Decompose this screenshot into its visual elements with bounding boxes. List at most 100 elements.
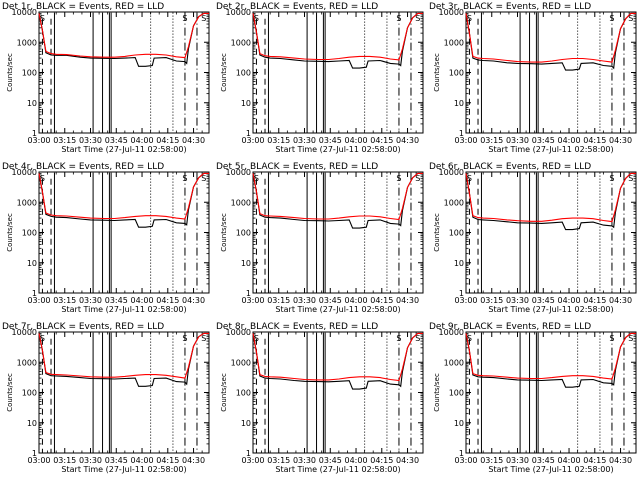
- x-tick-label: 04:30: [182, 296, 205, 305]
- x-tick-label: 04:30: [609, 136, 632, 145]
- x-tick-label: 03:30: [506, 456, 529, 465]
- saa-annotation: S: [396, 334, 401, 343]
- saa-annotation: S: [182, 334, 187, 343]
- x-tick-label: 03:00: [241, 456, 264, 465]
- series-lld-line: [38, 12, 209, 59]
- saa-annotation: S: [628, 334, 633, 343]
- saa-annotation: S: [415, 334, 420, 343]
- series-events-line: [252, 12, 423, 69]
- saa-annotation: S: [628, 14, 633, 23]
- saa-annotation: S: [40, 14, 45, 23]
- series-lld-line: [465, 12, 636, 63]
- x-tick-label: 03:00: [454, 456, 477, 465]
- x-tick-label: 03:45: [319, 296, 342, 305]
- y-tick-label: 1: [246, 289, 251, 298]
- y-axis-label: Counts/sec: [6, 213, 14, 252]
- y-tick-label: 100: [22, 69, 37, 78]
- panel-det-7: Det 7r, BLACK = Events, RED = LLD 1 10 100 1…: [2, 322, 210, 474]
- x-tick-label: 03:45: [105, 296, 128, 305]
- saa-annotation: S: [201, 14, 206, 23]
- x-tick-label: 03:00: [27, 136, 50, 145]
- series-events-line: [465, 332, 636, 388]
- series-lld-line: [252, 12, 423, 61]
- x-tick-label: 04:00: [130, 456, 153, 465]
- plot-frame: [465, 331, 637, 454]
- y-tick-label: 1000: [17, 38, 37, 47]
- plot-frame: [252, 331, 424, 454]
- x-tick-label: 04:15: [370, 296, 393, 305]
- y-axis-label: Counts/sec: [433, 213, 441, 252]
- panel-title: Det 3r, BLACK = Events, RED = LLD: [429, 2, 591, 12]
- x-tick-label: 03:45: [532, 136, 555, 145]
- y-tick-label: 1000: [17, 198, 37, 207]
- series-lld-line: [465, 172, 636, 223]
- x-tick-label: 04:15: [370, 136, 393, 145]
- x-tick-label: 03:15: [480, 136, 503, 145]
- x-tick-label: 03:15: [53, 136, 76, 145]
- x-tick-label: 03:15: [267, 456, 290, 465]
- saa-annotation: S: [254, 14, 259, 23]
- panel-det-9: Det 9r, BLACK = Events, RED = LLD 1 10 100 1…: [429, 322, 637, 474]
- y-tick-label: 1: [459, 129, 464, 138]
- y-tick-label: 10: [27, 259, 37, 268]
- x-tick-label: 03:30: [293, 296, 316, 305]
- x-tick-label: 03:15: [480, 456, 503, 465]
- y-axis-label: Counts/sec: [433, 53, 441, 92]
- saa-annotation: S: [609, 14, 614, 23]
- x-tick-label: 04:00: [557, 456, 580, 465]
- y-axis-label: Counts/sec: [433, 373, 441, 412]
- panel-det-4: Det 4r, BLACK = Events, RED = LLD 1 10 100 1…: [2, 162, 210, 314]
- y-axis-label: Counts/sec: [220, 373, 228, 412]
- x-tick-label: 03:00: [454, 136, 477, 145]
- x-tick-label: 03:45: [319, 136, 342, 145]
- x-tick-label: 03:30: [293, 136, 316, 145]
- y-tick-label: 1000: [231, 198, 251, 207]
- saa-annotation: S: [396, 14, 401, 23]
- series-lld-line: [38, 332, 209, 379]
- panel-det-3: Det 3r, BLACK = Events, RED = LLD 1 10 100 1…: [429, 2, 637, 154]
- y-axis-label: Counts/sec: [6, 53, 14, 92]
- series-events-line: [38, 332, 209, 387]
- saa-annotation: S: [467, 14, 472, 23]
- plot-frame: [252, 11, 424, 134]
- y-tick-label: 10: [241, 259, 251, 268]
- x-tick-label: 03:30: [79, 136, 102, 145]
- saa-annotation: S: [609, 334, 614, 343]
- y-tick-label: 1000: [444, 38, 464, 47]
- series-events-line: [252, 332, 423, 390]
- panel-det-5: Det 5r, BLACK = Events, RED = LLD 1 10 100 1…: [216, 162, 424, 314]
- panel-title: Det 4r, BLACK = Events, RED = LLD: [2, 162, 164, 172]
- y-tick-label: 10: [454, 419, 464, 428]
- x-tick-label: 03:00: [241, 136, 264, 145]
- x-tick-label: 04:30: [396, 136, 419, 145]
- x-tick-label: 04:30: [609, 456, 632, 465]
- series-events-line: [38, 172, 209, 228]
- x-tick-label: 03:15: [53, 296, 76, 305]
- x-tick-label: 04:15: [370, 456, 393, 465]
- x-tick-label: 03:00: [454, 296, 477, 305]
- y-tick-label: 10000: [12, 168, 37, 177]
- x-tick-label: 04:30: [182, 456, 205, 465]
- x-axis-label: Start Time (27-Jul-11 02:58:00): [488, 305, 613, 314]
- x-axis-label: Start Time (27-Jul-11 02:58:00): [61, 305, 186, 314]
- x-tick-label: 04:30: [609, 296, 632, 305]
- y-tick-label: 1000: [444, 198, 464, 207]
- x-tick-label: 03:00: [241, 296, 264, 305]
- panel-det-2: Det 2r, BLACK = Events, RED = LLD 1 10 100 1…: [216, 2, 424, 154]
- y-axis-label: Counts/sec: [6, 373, 14, 412]
- x-tick-label: 04:30: [396, 456, 419, 465]
- series-events-line: [38, 12, 209, 67]
- x-tick-label: 04:00: [130, 296, 153, 305]
- panel-title: Det 6r, BLACK = Events, RED = LLD: [429, 162, 591, 172]
- x-tick-label: 03:00: [27, 296, 50, 305]
- y-tick-label: 1: [459, 289, 464, 298]
- y-tick-label: 100: [236, 389, 251, 398]
- y-axis-label: Counts/sec: [220, 53, 228, 92]
- x-tick-label: 04:15: [583, 296, 606, 305]
- x-tick-label: 04:00: [344, 456, 367, 465]
- series-events-line: [465, 172, 636, 231]
- x-tick-label: 04:00: [344, 136, 367, 145]
- y-tick-label: 1000: [231, 358, 251, 367]
- series-events-line: [465, 12, 636, 71]
